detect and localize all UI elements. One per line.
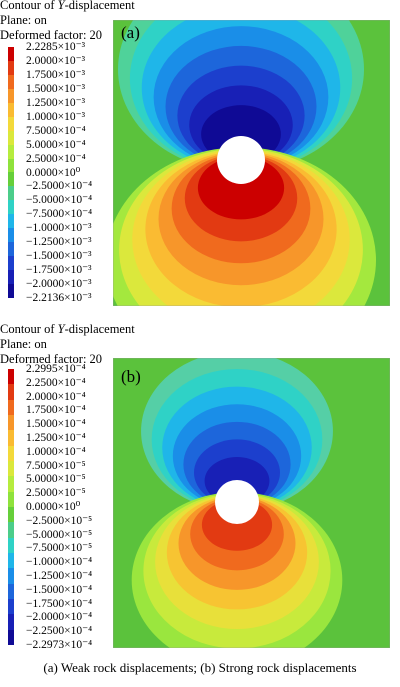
legend-tick-label: −2.2500×10⁻⁴ [26, 625, 93, 638]
legend-tick-label: 1.7500×10⁻⁴ [26, 404, 86, 417]
color-bar-segment [8, 629, 14, 645]
panel-a: Contour of Y-displacement Plane: on Defo… [0, 0, 400, 320]
color-bar-segment [8, 116, 14, 131]
color-bar-segment [8, 47, 14, 61]
contour-title: Contour of Y-displacement [0, 0, 135, 12]
deformed-factor-label: Deformed factor: 20 [0, 28, 103, 42]
legend-tick-label: −5.0000×10⁻⁴ [26, 194, 93, 207]
color-bar-segment [8, 186, 14, 201]
legend-tick-label: 1.2500×10⁻³ [26, 96, 86, 109]
color-bar-segment [8, 568, 14, 584]
legend-tick-label: −5.0000×10⁻⁵ [26, 528, 93, 541]
legend-tick-label: −1.7500×10⁻³ [26, 264, 92, 277]
legend-tick-label: 0.0000×10⁰ [26, 501, 81, 513]
color-bar-segment [8, 214, 14, 229]
color-bar-segment [8, 130, 14, 145]
legend-tick-label: −2.5000×10⁻⁴ [26, 180, 93, 193]
color-bar-segment [8, 491, 14, 507]
color-bar [8, 47, 14, 298]
legend-tick-label: −2.0000×10⁻⁴ [26, 611, 93, 624]
color-bar-segment [8, 614, 14, 630]
panel-b-header: Contour of Y-displacement Plane: on Defo… [0, 322, 135, 367]
legend-tick-label: −2.2973×10⁻⁴ [26, 639, 93, 651]
color-bar-segment [8, 384, 14, 400]
color-bar-segment [8, 242, 14, 257]
legend-tick-label: 0.0000×10⁰ [26, 166, 81, 179]
panel-label: (b) [121, 367, 141, 386]
contour-title: Contour of Y-displacement [0, 322, 135, 336]
color-bar-segment [8, 445, 14, 461]
legend-tick-label: −2.2136×10⁻³ [26, 292, 92, 304]
color-bar-segment [8, 74, 14, 89]
panel-b: Contour of Y-displacement Plane: on Defo… [0, 322, 400, 652]
contour-plot-a: (a) [113, 20, 390, 306]
color-bar-segment [8, 522, 14, 538]
legend-tick-label: 5.0000×10⁻⁵ [26, 473, 86, 486]
color-bar-segment [8, 369, 14, 385]
color-bar-segment [8, 460, 14, 477]
legend-tick-label: 5.0000×10⁻⁴ [26, 138, 86, 151]
legend-tick-label: −7.5000×10⁻⁴ [26, 208, 93, 221]
color-bar-segment [8, 102, 14, 117]
color-bar-segment [8, 88, 14, 103]
legend-tick-label: 1.5000×10⁻⁴ [26, 418, 86, 431]
color-bar-segment [8, 228, 14, 243]
color-bar-segment [8, 200, 14, 215]
legend-tick-label: 2.2285×10⁻³ [26, 41, 86, 53]
legend-tick-label: 2.2500×10⁻⁴ [26, 376, 86, 389]
color-bar-segment [8, 537, 14, 553]
contour-plot-b: (b) [113, 358, 390, 648]
legend-tick-label: 2.0000×10⁻⁴ [26, 390, 86, 403]
legend-tick-label: 2.2995×10⁻⁴ [26, 363, 86, 375]
contour-bands [113, 20, 376, 306]
legend-tick-label: 1.0000×10⁻³ [26, 110, 86, 123]
legend-tick-label: 1.7500×10⁻³ [26, 68, 86, 81]
legend-tick-label: −1.0000×10⁻³ [26, 222, 92, 235]
legend-tick-label: −1.0000×10⁻⁴ [26, 556, 93, 569]
legend-tick-label: 2.5000×10⁻⁵ [26, 487, 86, 500]
color-bar-segment [8, 172, 14, 187]
color-bar-segment [8, 270, 14, 284]
legend-tick-label: 1.2500×10⁻⁴ [26, 432, 86, 444]
color-bar-segment [8, 256, 14, 270]
plane-label: Plane: on [0, 13, 47, 27]
legend-tick-label: 1.5000×10⁻³ [26, 82, 86, 95]
color-bar-segment [8, 583, 14, 599]
color-bar-segment [8, 158, 14, 173]
legend-tick-label: 7.5000×10⁻⁴ [26, 124, 86, 137]
color-bar-segment [8, 283, 14, 298]
color-bar-segment [8, 414, 14, 431]
color-bar-segment [8, 60, 14, 75]
deformed-factor-label: Deformed factor: 20 [0, 352, 103, 366]
color-bar-segment [8, 430, 14, 446]
legend-tick-label: 1.0000×10⁻⁴ [26, 445, 86, 458]
color-bar-segment [8, 598, 14, 615]
panel-label: (a) [121, 23, 140, 42]
legend-tick-label: −2.0000×10⁻³ [26, 278, 92, 291]
legend-tick-label: −7.5000×10⁻⁵ [26, 542, 93, 555]
legend-tick-label: −1.7500×10⁻⁴ [26, 597, 93, 610]
tunnel-opening [215, 480, 259, 524]
contour-bands [131, 358, 343, 648]
color-bar-segment [8, 506, 14, 523]
legend-tick-label: 7.5000×10⁻⁵ [26, 459, 86, 472]
legend-tick-label: −1.5000×10⁻³ [26, 250, 92, 263]
legend-tick-label: −1.2500×10⁻⁴ [26, 570, 93, 582]
color-bar [8, 369, 14, 645]
legend-tick-label: −2.5000×10⁻⁵ [26, 514, 93, 527]
tunnel-opening [217, 136, 265, 184]
contour-band-lower [197, 156, 285, 220]
plane-label: Plane: on [0, 337, 47, 351]
panel-a-header: Contour of Y-displacement Plane: on Defo… [0, 0, 135, 43]
legend-tick-label: 2.5000×10⁻⁴ [26, 152, 86, 165]
figure-caption: (a) Weak rock displacements; (b) Strong … [43, 660, 357, 675]
color-bar-segment [8, 552, 14, 569]
color-bar-segment [8, 476, 14, 492]
color-bar-segment [8, 144, 14, 159]
legend-tick-label: −1.5000×10⁻⁴ [26, 583, 93, 596]
legend-tick-label: 2.0000×10⁻³ [26, 54, 86, 67]
color-bar-segment [8, 399, 14, 415]
legend-tick-label: −1.2500×10⁻³ [26, 236, 92, 249]
